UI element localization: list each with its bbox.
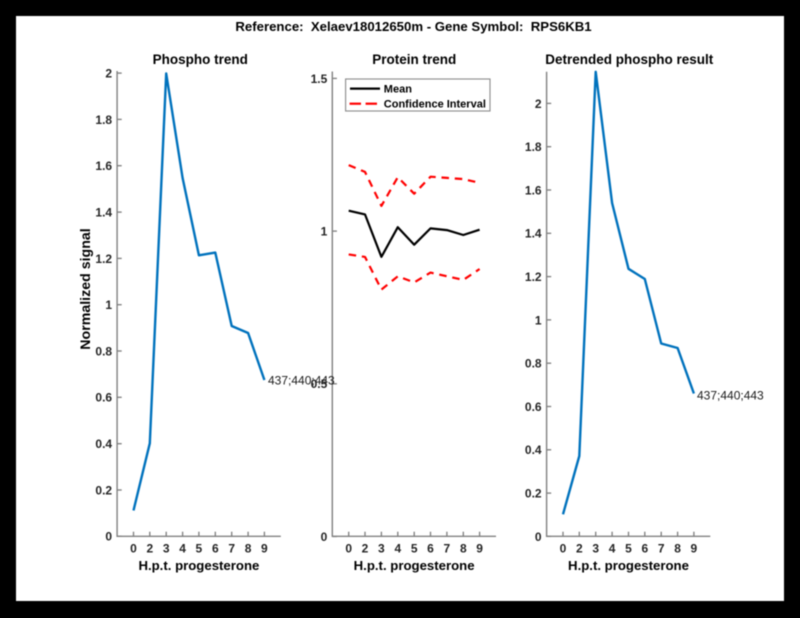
- svg-text:0: 0: [130, 542, 137, 556]
- svg-text:0.5: 0.5: [311, 377, 328, 391]
- svg-text:Protein trend: Protein trend: [372, 52, 456, 67]
- svg-text:Reference: Xelaev18012650m -: Reference: Xelaev18012650m - Gene Symbol…: [235, 19, 591, 34]
- svg-text:0.4: 0.4: [95, 437, 112, 451]
- svg-text:H.p.t. progesterone: H.p.t. progesterone: [138, 558, 259, 573]
- svg-text:7: 7: [658, 542, 665, 556]
- svg-text:1: 1: [105, 298, 112, 312]
- svg-text:3: 3: [163, 542, 170, 556]
- svg-text:2: 2: [576, 542, 583, 556]
- svg-text:0.2: 0.2: [525, 487, 542, 501]
- svg-text:0: 0: [535, 530, 542, 544]
- svg-text:1.4: 1.4: [95, 206, 112, 220]
- svg-text:7: 7: [444, 542, 451, 556]
- svg-text:6: 6: [212, 542, 219, 556]
- svg-text:0.4: 0.4: [525, 443, 542, 457]
- svg-text:9: 9: [261, 542, 268, 556]
- svg-text:1.6: 1.6: [525, 183, 542, 197]
- svg-text:8: 8: [674, 542, 681, 556]
- svg-text:H.p.t. progesterone: H.p.t. progesterone: [354, 558, 475, 573]
- svg-text:5: 5: [411, 542, 418, 556]
- svg-text:1.6: 1.6: [95, 159, 112, 173]
- svg-text:0.6: 0.6: [525, 400, 542, 414]
- svg-text:1.8: 1.8: [95, 113, 112, 127]
- svg-text:0.8: 0.8: [525, 357, 542, 371]
- svg-text:2: 2: [362, 542, 369, 556]
- svg-text:Confidence Interval: Confidence Interval: [384, 99, 486, 111]
- svg-text:2: 2: [535, 97, 542, 111]
- svg-text:0.8: 0.8: [95, 344, 112, 358]
- svg-text:Phospho trend: Phospho trend: [153, 52, 248, 67]
- svg-text:5: 5: [196, 542, 203, 556]
- svg-text:0: 0: [560, 542, 567, 556]
- svg-text:0: 0: [345, 542, 352, 556]
- svg-text:2: 2: [146, 542, 153, 556]
- svg-text:4: 4: [394, 542, 401, 556]
- svg-text:4: 4: [609, 542, 616, 556]
- svg-text:1.2: 1.2: [525, 270, 542, 284]
- svg-text:0.2: 0.2: [95, 483, 112, 497]
- svg-text:0: 0: [321, 530, 328, 544]
- svg-text:6: 6: [427, 542, 434, 556]
- svg-text:1: 1: [321, 225, 328, 239]
- svg-text:437;440;443: 437;440;443: [268, 374, 335, 388]
- svg-text:8: 8: [460, 542, 467, 556]
- svg-text:0: 0: [105, 530, 112, 544]
- svg-text:437;440;443: 437;440;443: [697, 389, 764, 403]
- svg-text:Detrended phospho result: Detrended phospho result: [545, 52, 714, 67]
- svg-text:3: 3: [592, 542, 599, 556]
- svg-text:H.p.t. progesterone: H.p.t. progesterone: [568, 558, 689, 573]
- svg-text:3: 3: [378, 542, 385, 556]
- svg-text:0.6: 0.6: [95, 391, 112, 405]
- svg-text:1: 1: [535, 313, 542, 327]
- svg-text:8: 8: [245, 542, 252, 556]
- svg-text:1.8: 1.8: [525, 140, 542, 154]
- svg-text:Normalized signal: Normalized signal: [78, 228, 94, 349]
- svg-text:Mean: Mean: [384, 84, 412, 96]
- svg-text:6: 6: [641, 542, 648, 556]
- svg-text:5: 5: [625, 542, 632, 556]
- svg-text:1.5: 1.5: [311, 72, 328, 86]
- svg-text:1.4: 1.4: [525, 227, 542, 241]
- svg-text:9: 9: [691, 542, 698, 556]
- svg-text:2: 2: [105, 67, 112, 81]
- svg-text:7: 7: [228, 542, 235, 556]
- svg-text:4: 4: [179, 542, 186, 556]
- svg-text:1.2: 1.2: [95, 252, 112, 266]
- svg-text:9: 9: [476, 542, 483, 556]
